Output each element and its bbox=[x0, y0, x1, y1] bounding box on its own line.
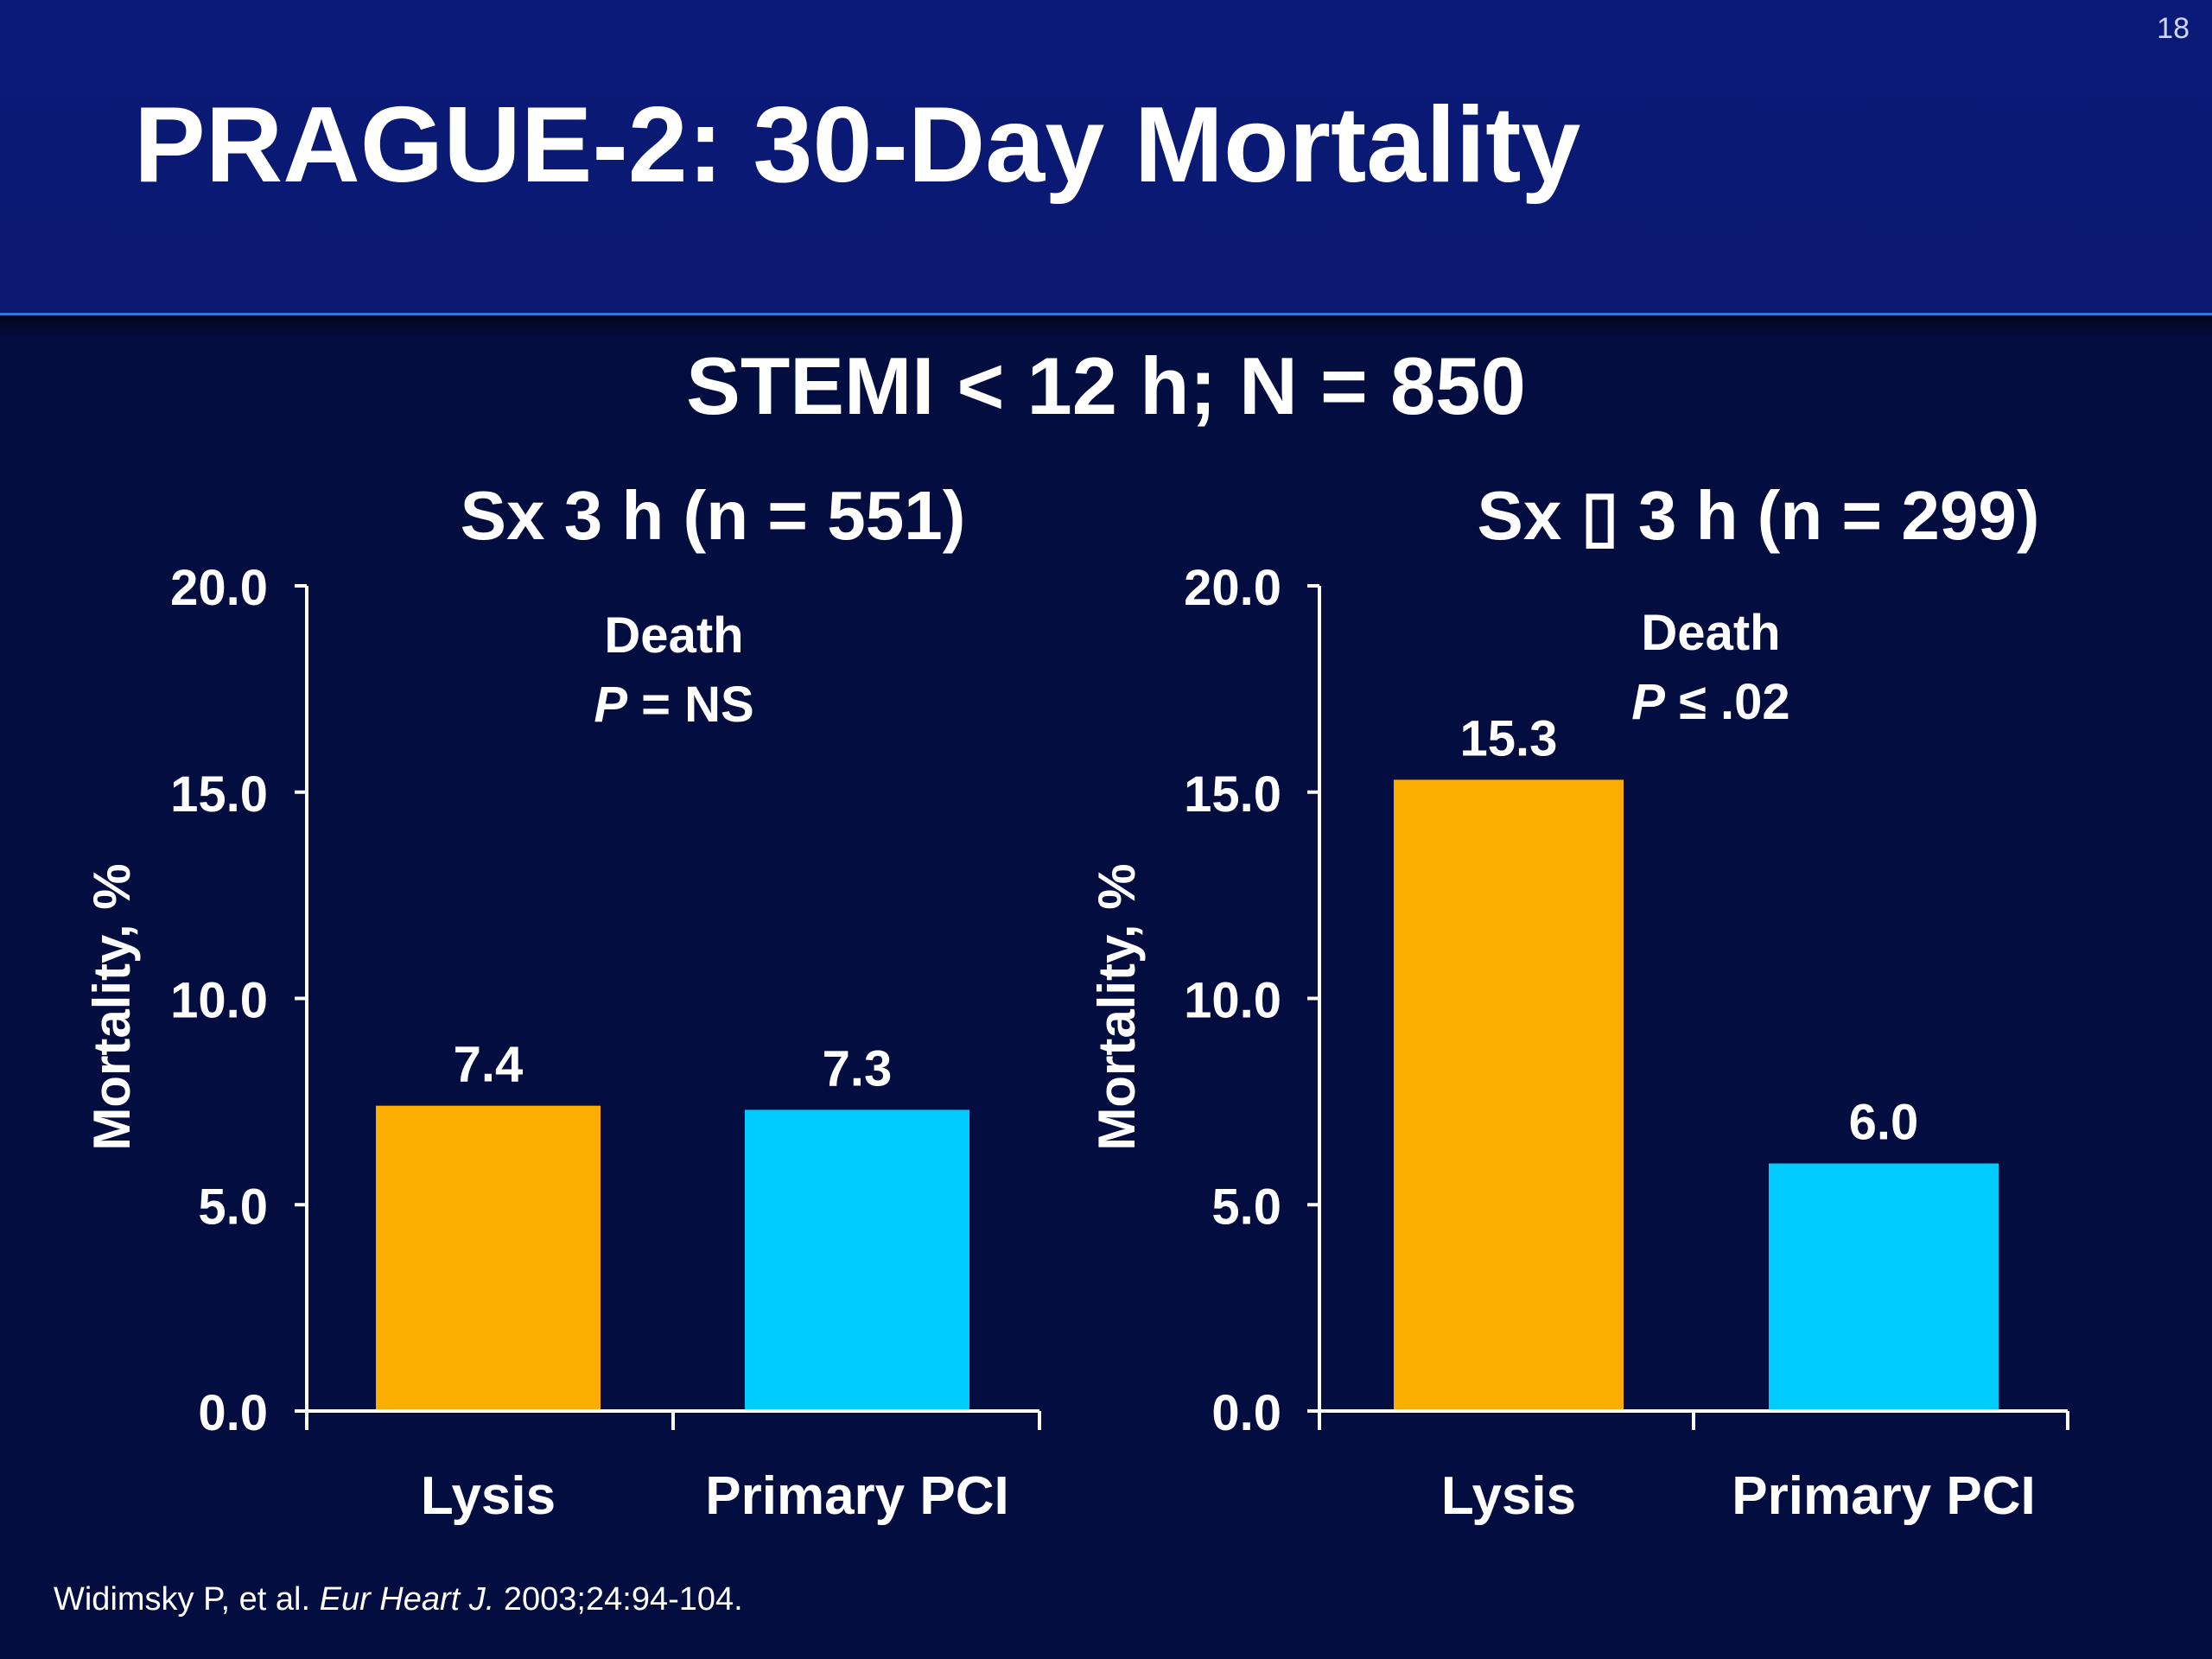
right-y-tick-label: 0.0 bbox=[1211, 1385, 1281, 1441]
right-value-label: 15.3 bbox=[1460, 710, 1558, 766]
left-value-label: 7.3 bbox=[823, 1040, 893, 1096]
right-panel-title: Sx ▯ 3 h (n = 299) bbox=[1477, 477, 2040, 554]
slide-title: PRAGUE-2: 30-Day Mortality bbox=[134, 86, 1581, 205]
citation-authors: Widimsky P, et al. bbox=[54, 1581, 320, 1618]
right-bar-lysis bbox=[1394, 779, 1624, 1411]
left-y-tick-label: 15.0 bbox=[170, 766, 268, 823]
left-category-label: Lysis bbox=[421, 1466, 556, 1526]
right-annotation-death: Death bbox=[1641, 605, 1780, 661]
right-y-tick-label: 5.0 bbox=[1211, 1179, 1281, 1235]
left-y-tick-label: 0.0 bbox=[198, 1385, 268, 1441]
citation-details: 2003;24:94-104. bbox=[494, 1581, 743, 1618]
left-bar-lysis bbox=[376, 1105, 601, 1411]
left-p-symbol: P bbox=[594, 677, 627, 733]
right-annotation-p-value: P ≤ .02 bbox=[1631, 674, 1789, 730]
right-category-label: Primary PCI bbox=[1732, 1466, 2036, 1526]
left-annotation-death: Death bbox=[604, 607, 743, 664]
slide-subtitle: STEMI < 12 h; N = 850 bbox=[686, 340, 1526, 431]
left-annotation-p-value: P = NS bbox=[594, 677, 753, 733]
right-bar-primary-pci bbox=[1769, 1163, 1999, 1411]
left-y-tick-label: 10.0 bbox=[170, 973, 268, 1029]
slide-number: 18 bbox=[2157, 12, 2190, 45]
right-y-tick-label: 15.0 bbox=[1184, 766, 1281, 823]
slide-header bbox=[0, 0, 2212, 315]
right-y-tick-label: 10.0 bbox=[1184, 973, 1281, 1029]
header-shadow bbox=[0, 315, 2212, 340]
right-y-tick-label: 20.0 bbox=[1184, 560, 1281, 616]
citation-journal: Eur Heart J. bbox=[319, 1581, 495, 1618]
right-p-text: ≤ .02 bbox=[1665, 674, 1790, 730]
left-bar-primary-pci bbox=[745, 1109, 969, 1411]
left-p-text: = NS bbox=[627, 677, 754, 733]
left-y-tick-label: 20.0 bbox=[170, 560, 268, 616]
right-category-label: Lysis bbox=[1441, 1466, 1576, 1526]
right-p-symbol: P bbox=[1631, 674, 1665, 730]
left-value-label: 7.4 bbox=[454, 1037, 524, 1093]
right-y-axis-label: Mortality, % bbox=[1088, 863, 1146, 1150]
left-y-axis-label: Mortality, % bbox=[83, 863, 141, 1150]
left-category-label: Primary PCI bbox=[705, 1466, 1009, 1526]
right-value-label: 6.0 bbox=[1849, 1095, 1919, 1151]
left-y-tick-label: 5.0 bbox=[198, 1179, 268, 1235]
citation: Widimsky P, et al. Eur Heart J. 2003;24:… bbox=[54, 1581, 743, 1618]
left-panel-title: Sx 3 h (n = 551) bbox=[460, 477, 966, 554]
